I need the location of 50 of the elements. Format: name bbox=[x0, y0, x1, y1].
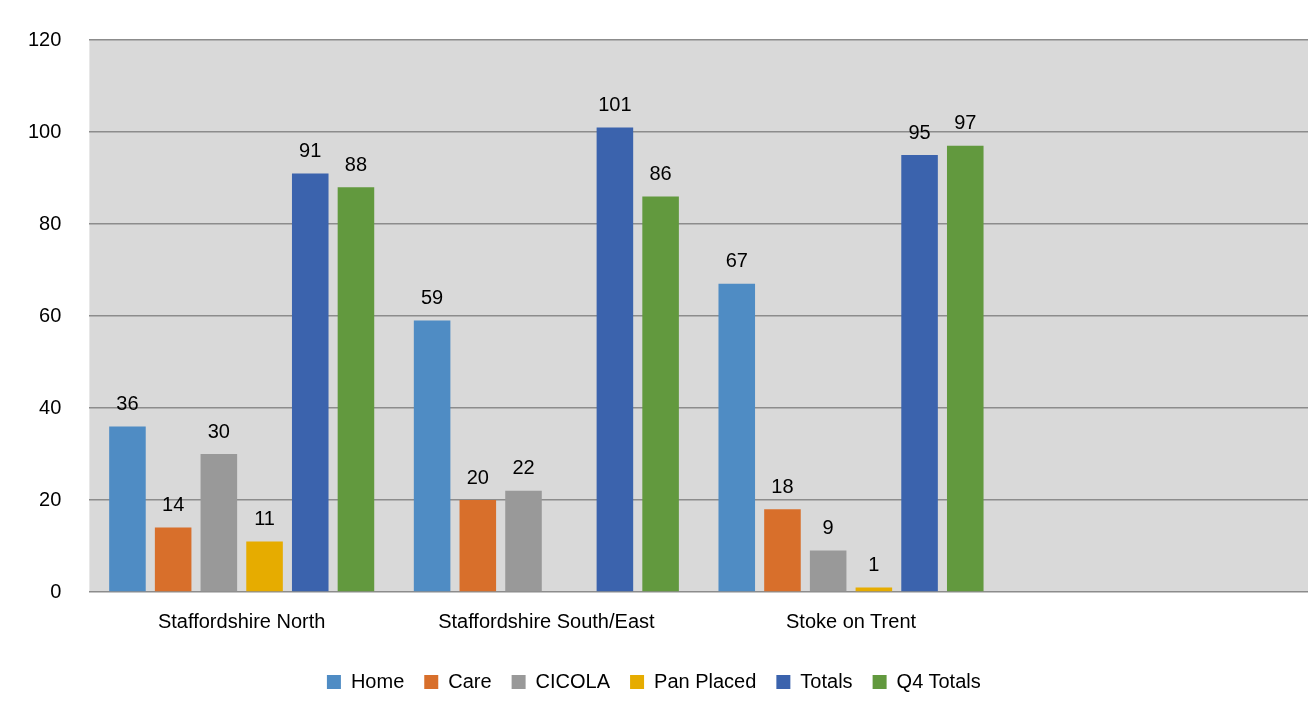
data-label: 97 bbox=[954, 111, 977, 134]
bar bbox=[901, 155, 938, 592]
data-label: 14 bbox=[162, 493, 185, 516]
data-label: 20 bbox=[466, 465, 489, 488]
data-label: 91 bbox=[299, 138, 322, 161]
data-label: 101 bbox=[598, 92, 632, 115]
x-tick-label: Staffordshire North bbox=[157, 609, 326, 632]
data-label: 11 bbox=[254, 506, 275, 529]
bar bbox=[855, 587, 893, 592]
bar bbox=[809, 550, 847, 592]
y-tick-label: 20 bbox=[39, 487, 62, 510]
bar bbox=[459, 500, 497, 592]
y-tick-label: 80 bbox=[39, 211, 62, 234]
data-label: 36 bbox=[116, 391, 139, 414]
bar bbox=[246, 541, 283, 592]
bar bbox=[413, 320, 451, 592]
legend-label: Care bbox=[448, 669, 492, 692]
y-tick-label: 60 bbox=[39, 303, 62, 326]
bar bbox=[109, 426, 146, 592]
bar bbox=[764, 509, 801, 592]
data-label: 1 bbox=[868, 552, 880, 575]
data-label: 67 bbox=[725, 249, 748, 272]
y-tick-label: 0 bbox=[50, 579, 62, 602]
x-tick-label: Staffordshire South/East bbox=[438, 609, 656, 632]
data-label: 88 bbox=[344, 152, 368, 175]
bar bbox=[291, 173, 329, 592]
legend-label: Q4 Totals bbox=[896, 669, 981, 692]
y-tick-label: 120 bbox=[27, 27, 62, 50]
bar bbox=[642, 196, 679, 592]
y-tick-label: 100 bbox=[27, 119, 62, 142]
bar bbox=[154, 527, 192, 592]
legend-label: Pan Placed bbox=[654, 669, 757, 692]
legend-label: CICOLA bbox=[535, 669, 611, 692]
data-label: 22 bbox=[512, 456, 535, 479]
bar bbox=[718, 283, 756, 592]
data-label: 95 bbox=[908, 120, 931, 143]
data-label: 18 bbox=[771, 474, 794, 497]
bar bbox=[946, 145, 984, 592]
y-tick-label: 40 bbox=[39, 395, 62, 418]
data-label: 9 bbox=[822, 516, 834, 539]
data-label: 59 bbox=[420, 286, 444, 309]
data-label: 30 bbox=[207, 419, 230, 442]
legend-label: Totals bbox=[800, 669, 853, 692]
bar bbox=[596, 127, 634, 592]
bar bbox=[337, 187, 375, 592]
legend-label: Home bbox=[350, 669, 405, 692]
x-tick-label: Stoke on Trent bbox=[785, 609, 917, 632]
bar bbox=[200, 454, 238, 592]
data-label: 86 bbox=[649, 161, 672, 184]
bar bbox=[505, 490, 542, 592]
